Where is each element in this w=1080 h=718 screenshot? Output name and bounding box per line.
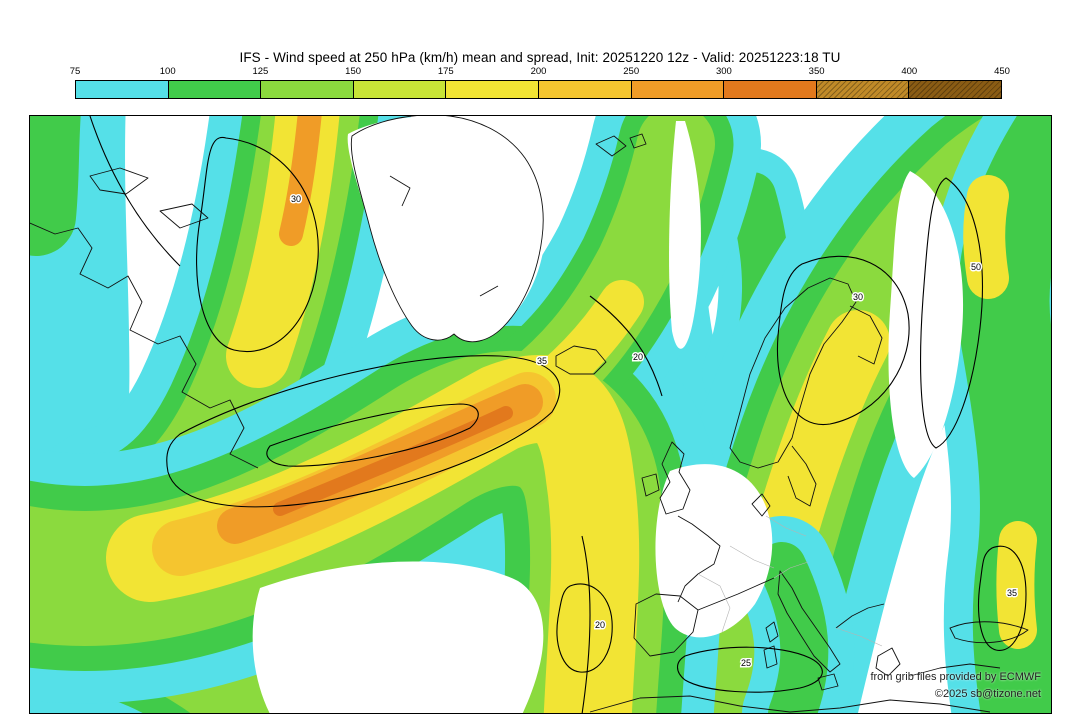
- colorbar-tick: 350: [808, 66, 825, 77]
- contour-label: 30: [291, 194, 301, 204]
- contour-label: 25: [741, 658, 751, 668]
- colorbar-segment: [538, 81, 632, 98]
- coastlines-layer: [30, 116, 1029, 713]
- contour-label: 20: [595, 620, 605, 630]
- colorbar-tick: 125: [252, 66, 269, 77]
- attribution-source: from grib files provided by ECMWF: [870, 671, 1041, 683]
- colorbar-segment: [76, 81, 169, 98]
- colorbar-segment: [261, 81, 354, 98]
- colorbar-segment: [631, 81, 725, 98]
- colorbar-tick: 175: [437, 66, 454, 77]
- colorbar-tick: 250: [623, 66, 640, 77]
- colorbar-tick: 200: [530, 66, 547, 77]
- colorbar: 75 100 125 150 175 200 250 300 350 400 450: [70, 66, 1010, 99]
- map-frame: 30 35 20 20 25 30 50 35 from grib files provide…: [29, 115, 1052, 714]
- country-borders-layer: [697, 515, 883, 647]
- contour-label: 50: [971, 262, 981, 272]
- colorbar-segment: [724, 81, 817, 98]
- attribution-copyright: ©2025 sb@tizone.net: [934, 688, 1041, 700]
- colorbar-segments: [75, 80, 1002, 99]
- colorbar-segment: [353, 81, 447, 98]
- colorbar-tick: 300: [715, 66, 732, 77]
- contour-label: 30: [853, 292, 863, 302]
- colorbar-segment: [446, 81, 539, 98]
- contour-label: 35: [537, 356, 547, 366]
- colorbar-segment: [816, 81, 910, 98]
- contour-label: 35: [1007, 588, 1017, 598]
- colorbar-segment: [909, 81, 1001, 98]
- wind-fill-layer: [30, 116, 1051, 713]
- colorbar-tick: 450: [994, 66, 1010, 77]
- spread-contours-layer: [89, 116, 1027, 713]
- contour-label: 20: [633, 352, 643, 362]
- colorbar-ticks: 75 100 125 150 175 200 250 300 350 400 450: [70, 66, 1010, 80]
- colorbar-segment: [168, 81, 262, 98]
- colorbar-tick: 75: [69, 66, 81, 77]
- weather-map-svg: 30 35 20 20 25 30 50 35: [30, 116, 1051, 713]
- page-title: IFS - Wind speed at 250 hPa (km/h) mean …: [239, 50, 841, 65]
- colorbar-tick: 400: [901, 66, 918, 77]
- contour-labels: 30 35 20 20 25 30 50 35: [289, 193, 1018, 670]
- colorbar-tick: 100: [159, 66, 176, 77]
- colorbar-tick: 150: [345, 66, 362, 77]
